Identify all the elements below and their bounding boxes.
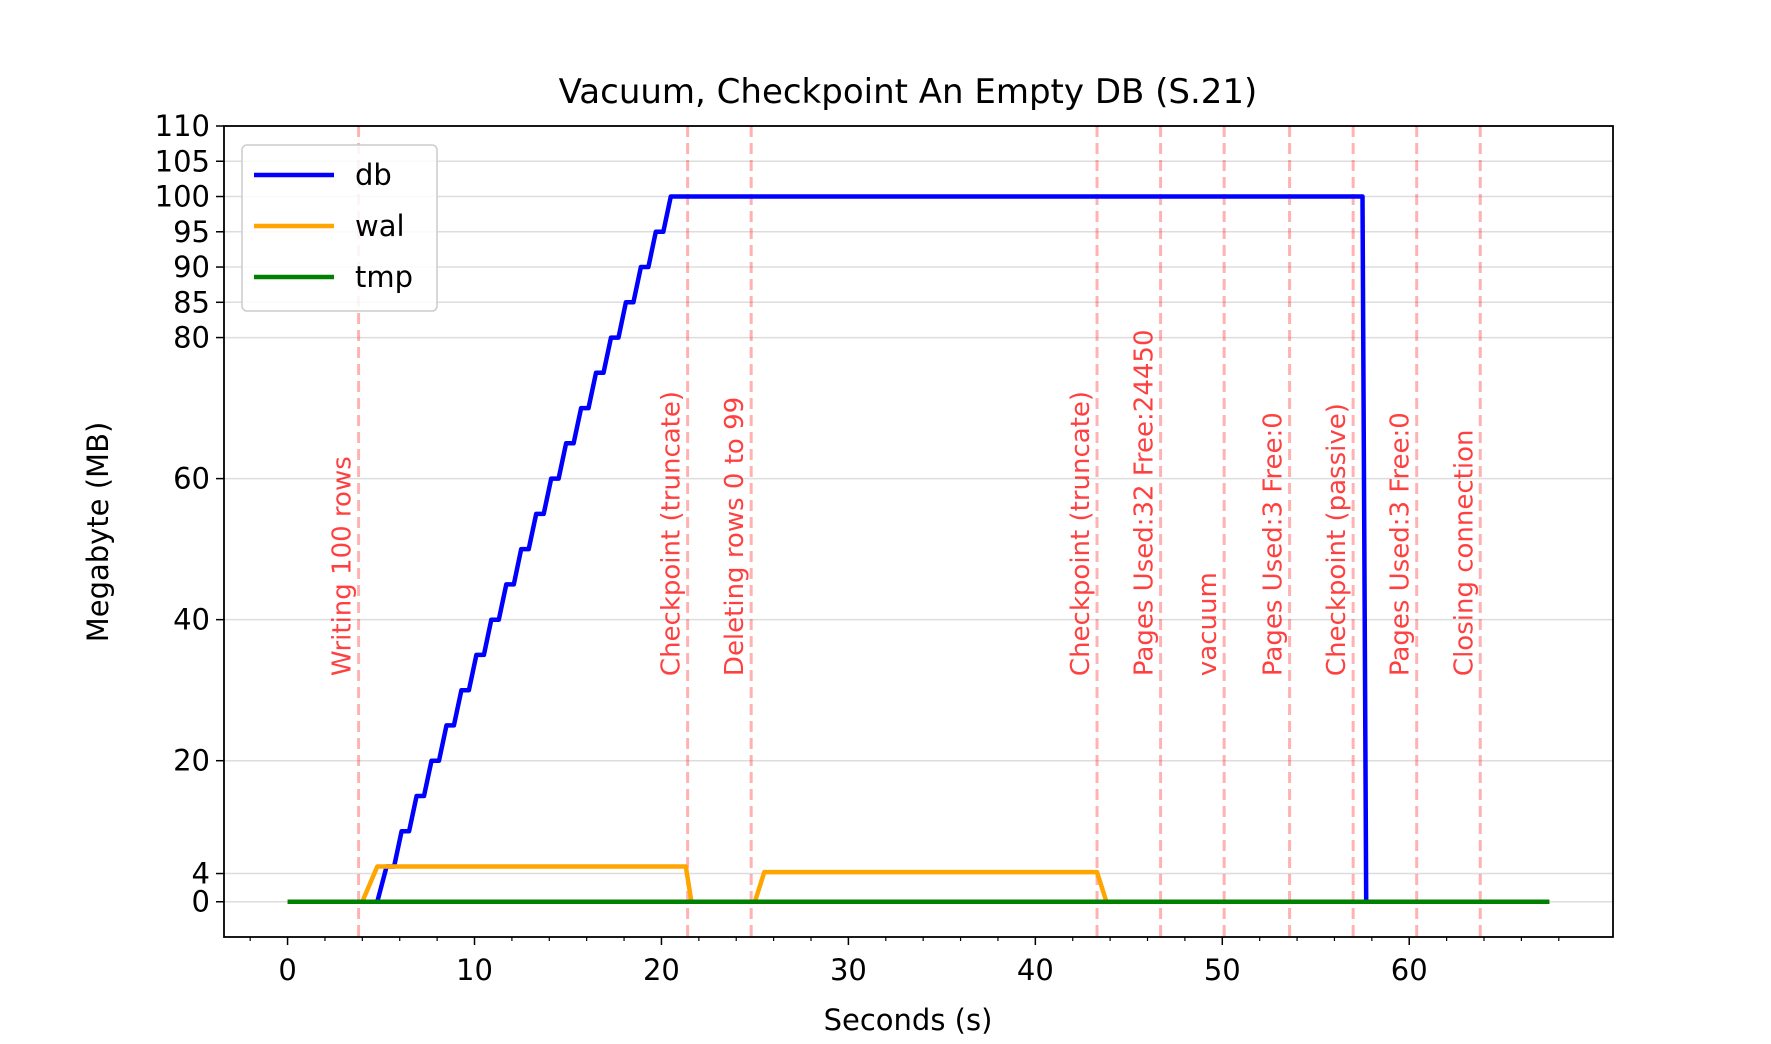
x-tick-label: 30 — [830, 953, 867, 987]
legend-label: wal — [355, 209, 405, 243]
legend: db wal tmp — [241, 144, 438, 312]
x-axis-label: Seconds (s) — [824, 1003, 993, 1037]
event-label: Checkpoint (truncate) — [657, 391, 687, 676]
y-tick-label: 20 — [173, 744, 210, 778]
y-tick-label: 60 — [173, 462, 210, 496]
x-tick-label: 0 — [278, 953, 296, 987]
event-label: Closing connection — [1449, 430, 1479, 677]
y-tick-label: 100 — [155, 180, 210, 214]
series-line-db — [287, 194, 1550, 904]
event-label: Deleting rows 0 to 99 — [720, 397, 750, 676]
event-label: Checkpoint (truncate) — [1066, 391, 1096, 676]
y-tick-label: 95 — [173, 215, 210, 249]
y-tick-label: 105 — [155, 144, 210, 178]
series-lines — [287, 194, 1550, 904]
y-tick-label: 4 — [192, 857, 210, 891]
legend-label: db — [355, 158, 392, 192]
x-tick-label: 40 — [1017, 953, 1054, 987]
y-tick-label: 40 — [173, 603, 210, 637]
y-axis-label: Megabyte (MB) — [81, 422, 115, 643]
event-label: Pages Used:3 Free:0 — [1386, 412, 1416, 676]
event-label: Writing 100 rows — [328, 456, 358, 676]
event-markers: Writing 100 rows Checkpoint (truncate) Del… — [328, 126, 1482, 937]
legend-label: tmp — [355, 260, 413, 294]
x-tick-label: 60 — [1391, 953, 1428, 987]
y-tick-label: 0 — [192, 885, 210, 919]
event-label: vacuum — [1193, 572, 1223, 676]
y-tick-label: 85 — [173, 285, 210, 319]
event-label: Pages Used:3 Free:0 — [1259, 412, 1289, 676]
event-label: Checkpoint (passive) — [1322, 403, 1352, 676]
x-tick-label: 20 — [643, 953, 680, 987]
legend-box — [241, 144, 438, 312]
chart-title: Vacuum, Checkpoint An Empty DB (S.21) — [559, 72, 1258, 112]
y-tick-label: 110 — [155, 109, 210, 143]
x-tick-label: 50 — [1204, 953, 1241, 987]
y-tick-label: 90 — [173, 250, 210, 284]
y-tick-label: 80 — [173, 321, 210, 355]
axes-frame — [223, 125, 1614, 938]
x-tick-label: 10 — [456, 953, 493, 987]
event-label: Pages Used:32 Free:24450 — [1130, 329, 1160, 676]
